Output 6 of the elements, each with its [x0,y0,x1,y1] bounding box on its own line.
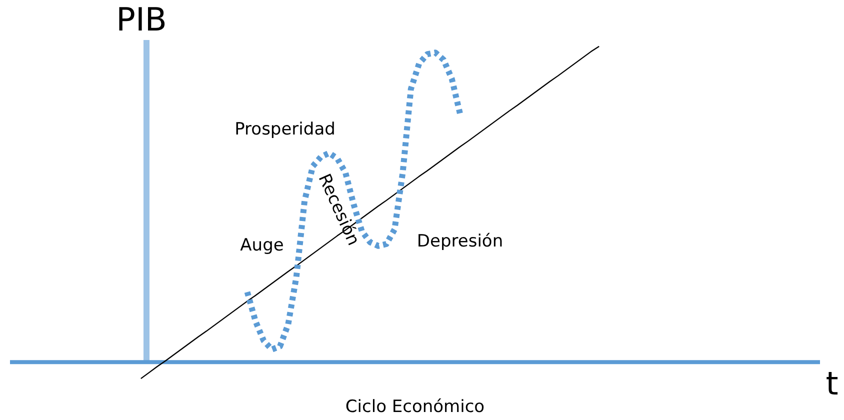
annotation: Prosperidad [234,119,336,140]
y-axis-title: PIB [116,0,167,38]
text: Ciclo Económico [345,397,485,418]
annotation: Depresión [416,231,504,252]
x-axis-title: t [826,364,838,402]
annotation: Auge [240,235,284,256]
